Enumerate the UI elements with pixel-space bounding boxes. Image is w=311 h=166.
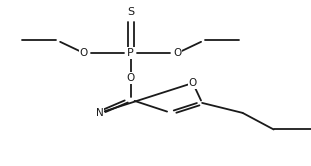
Text: O: O <box>189 78 197 88</box>
Text: S: S <box>127 7 134 17</box>
Text: N: N <box>96 108 103 118</box>
Text: O: O <box>127 73 135 83</box>
Text: O: O <box>80 48 88 58</box>
Text: P: P <box>127 48 134 58</box>
Text: O: O <box>173 48 181 58</box>
